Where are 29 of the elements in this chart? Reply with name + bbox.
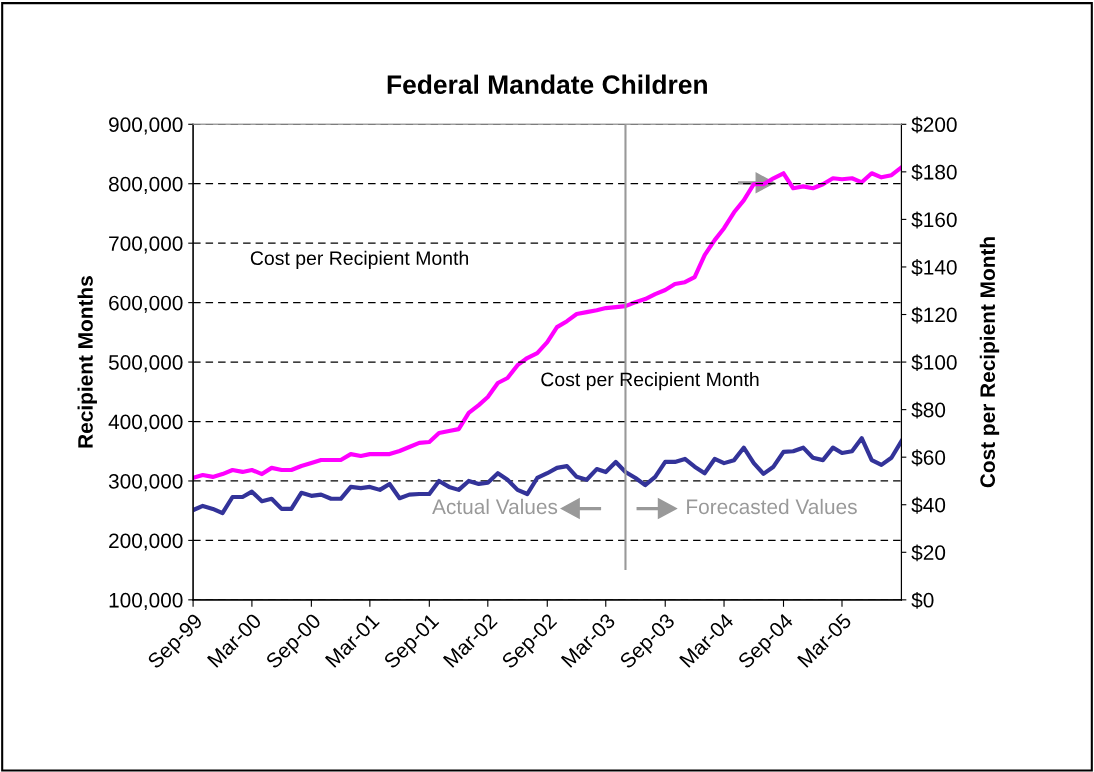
y2-tick-label: $120 <box>911 306 957 324</box>
y-axis-title: Recipient Months <box>77 276 97 448</box>
chart-title: Federal Mandate Children <box>387 74 707 94</box>
y2-axis-title: Cost per Recipient Month <box>979 237 1000 488</box>
y2-tick-label: $140 <box>911 259 957 276</box>
line-series <box>193 165 902 480</box>
y2-tick-label: $80 <box>911 401 946 419</box>
annotation: Actual Values <box>432 498 558 515</box>
y-tick-label: 100,000 <box>109 592 183 611</box>
y2-tick-label: $100 <box>911 354 957 372</box>
annotation: Forecasted Values <box>687 498 857 515</box>
y2-tick-label: $60 <box>911 449 946 467</box>
y2-tick-label: $0 <box>911 591 934 609</box>
y2-tick-label: $180 <box>911 163 957 181</box>
y-tick-label: 200,000 <box>109 533 183 551</box>
annotation: Cost per Recipient Month <box>541 372 759 391</box>
y-tick-label: 300,000 <box>108 473 183 492</box>
y2-tick-label: $40 <box>911 496 946 514</box>
y2-tick-label: $20 <box>911 544 946 562</box>
annotation: Cost per Recipient Month <box>250 250 468 269</box>
y-tick-label: 600,000 <box>109 295 183 313</box>
y2-tick-label: $200 <box>911 116 957 134</box>
line-series <box>193 436 902 516</box>
y-tick-label: 900,000 <box>109 117 183 135</box>
y-tick-label: 400,000 <box>108 414 183 432</box>
y-tick-label: 700,000 <box>109 236 183 254</box>
y2-tick-label: $160 <box>911 211 957 229</box>
y-tick-label: 800,000 <box>108 176 183 194</box>
y-tick-label: 500,000 <box>108 355 183 373</box>
